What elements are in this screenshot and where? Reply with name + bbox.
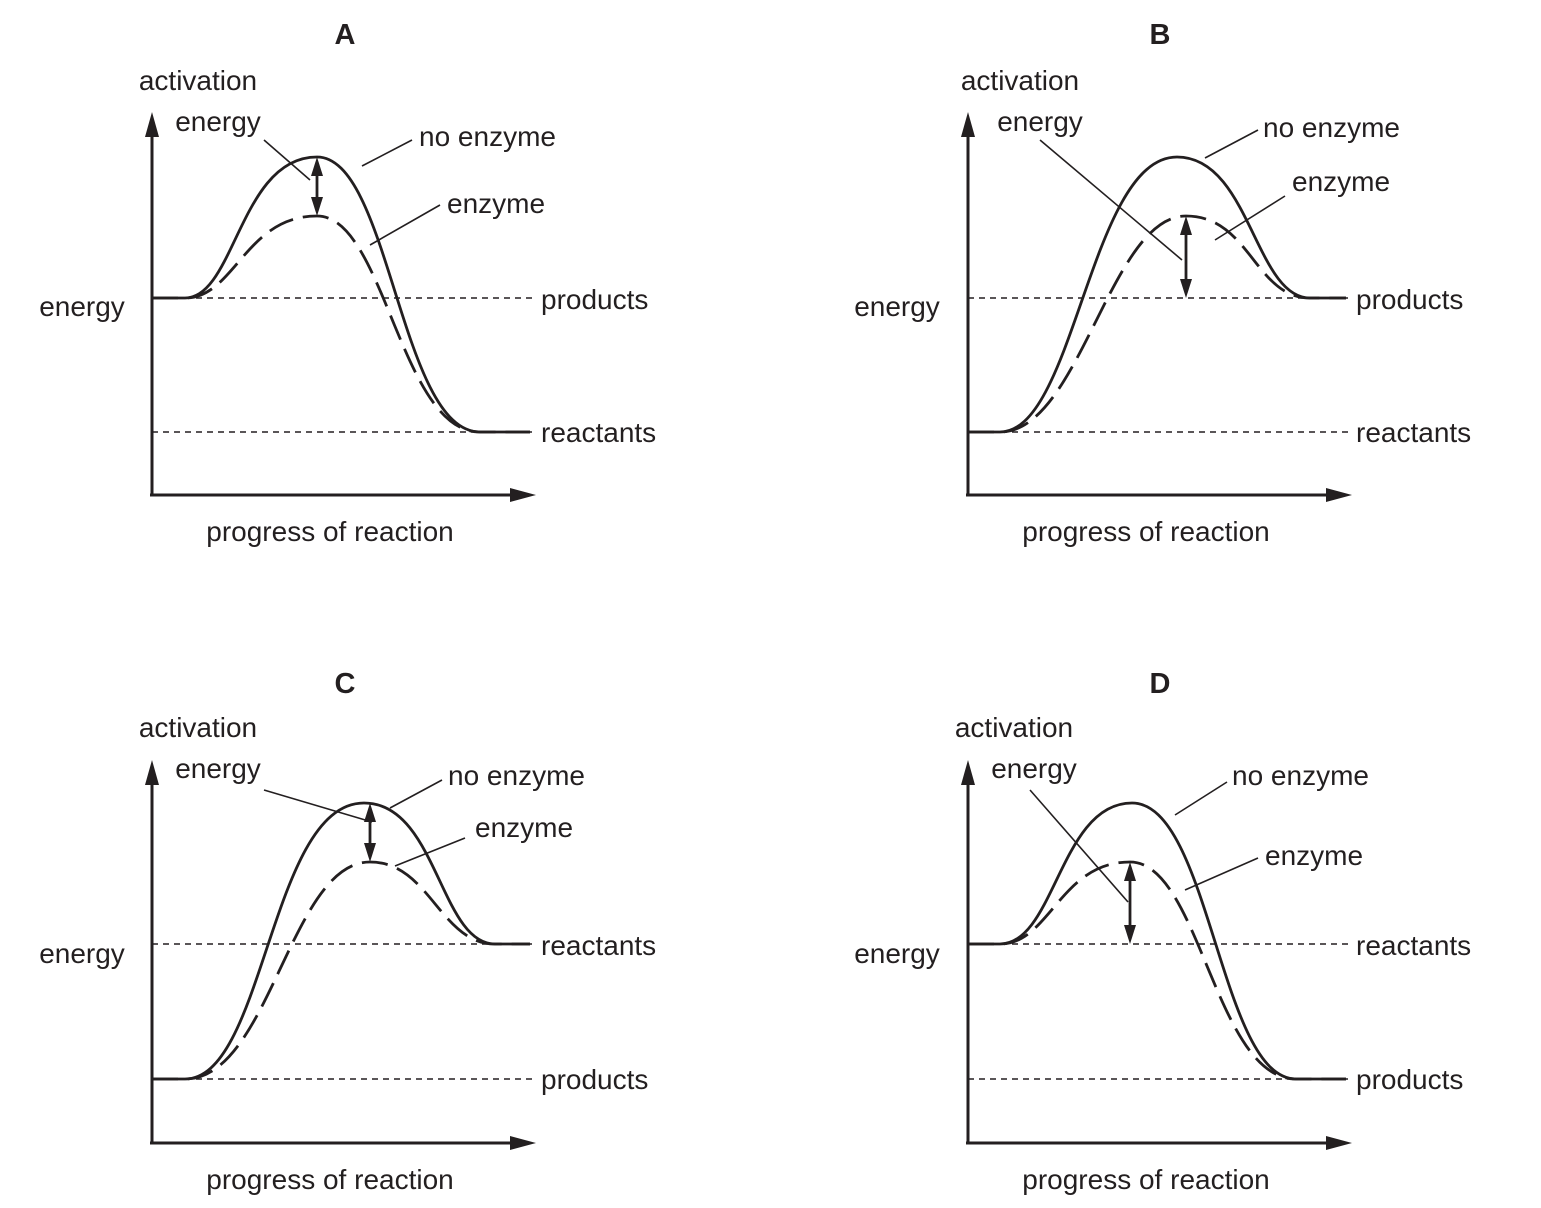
no-enzyme-curve <box>152 801 530 1081</box>
panel-d: D activation energy energy progress of r… <box>854 668 1471 1195</box>
activation-energy-label: energy <box>997 106 1083 137</box>
y-axis-arrowhead <box>145 112 159 137</box>
lower-level-label: products <box>541 1064 648 1095</box>
activation-energy-label: energy <box>991 753 1077 784</box>
enzyme-leader <box>1184 857 1259 891</box>
activation-energy-arrowhead-top <box>1180 216 1192 235</box>
enzyme-label: enzyme <box>447 188 545 219</box>
x-axis-label: progress of reaction <box>206 1164 453 1195</box>
enzyme-leader <box>394 837 466 867</box>
panel-letter: A <box>335 19 356 51</box>
x-axis-label: progress of reaction <box>1022 1164 1269 1195</box>
activation-energy-arrowhead-top <box>1124 862 1136 881</box>
activation-energy-label: energy <box>175 106 261 137</box>
y-axis-label-top: activation <box>961 65 1079 96</box>
x-axis-arrowhead <box>510 488 536 502</box>
enzyme-curve <box>968 214 1346 434</box>
panel-a: A activation energy energy progress of r… <box>39 19 656 547</box>
activation-energy-arrowhead-top <box>311 157 323 176</box>
activation-energy-arrowhead-bottom <box>1124 925 1136 944</box>
activation-energy-leader <box>1039 139 1183 261</box>
enzyme-curve <box>152 214 530 434</box>
activation-energy-leader <box>263 789 373 823</box>
x-axis-arrowhead <box>1326 488 1352 502</box>
y-axis-label-top: activation <box>139 712 257 743</box>
lower-level-label: products <box>1356 1064 1463 1095</box>
y-axis-arrowhead <box>961 760 975 785</box>
upper-level-label: products <box>1356 284 1463 315</box>
no-enzyme-label: no enzyme <box>1263 112 1400 143</box>
no-enzyme-curve <box>152 155 530 434</box>
y-axis-label: energy <box>854 291 940 322</box>
activation-energy-arrowhead-top <box>364 803 376 822</box>
upper-level-label: reactants <box>1356 930 1471 961</box>
enzyme-label: enzyme <box>1292 166 1390 197</box>
lower-level-label: reactants <box>1356 417 1471 448</box>
enzyme-label: enzyme <box>1265 840 1363 871</box>
no-enzyme-curve <box>968 801 1346 1081</box>
panel-letter: D <box>1150 668 1171 700</box>
no-enzyme-label: no enzyme <box>419 121 556 152</box>
y-axis-label: energy <box>854 938 940 969</box>
no-enzyme-label: no enzyme <box>1232 760 1369 791</box>
upper-level-label: reactants <box>541 930 656 961</box>
enzyme-leader <box>1214 195 1286 241</box>
x-axis-arrowhead <box>510 1136 536 1150</box>
upper-level-label: products <box>541 284 648 315</box>
x-axis-label: progress of reaction <box>1022 516 1269 547</box>
no-enzyme-label: no enzyme <box>448 760 585 791</box>
activation-energy-arrowhead-bottom <box>364 843 376 862</box>
x-axis-arrowhead <box>1326 1136 1352 1150</box>
no-enzyme-leader <box>1204 129 1259 159</box>
y-axis-label-top: activation <box>139 65 257 96</box>
no-enzyme-curve <box>968 155 1346 434</box>
y-axis-arrowhead <box>961 112 975 137</box>
enzyme-curve <box>968 860 1346 1081</box>
panel-b: B activation energy energy progress of r… <box>854 19 1471 547</box>
activation-energy-label: energy <box>175 753 261 784</box>
activation-energy-arrowhead-bottom <box>311 197 323 216</box>
activation-energy-leader <box>263 139 311 181</box>
enzyme-label: enzyme <box>475 812 573 843</box>
y-axis-label: energy <box>39 938 125 969</box>
x-axis-label: progress of reaction <box>206 516 453 547</box>
activation-energy-arrowhead-bottom <box>1180 279 1192 298</box>
no-enzyme-leader <box>1174 781 1228 816</box>
y-axis-label: energy <box>39 291 125 322</box>
panel-letter: C <box>335 668 356 700</box>
y-axis-label-top: activation <box>955 712 1073 743</box>
no-enzyme-leader <box>361 139 413 167</box>
panel-c: C activation energy energy progress of r… <box>39 668 656 1195</box>
panel-letter: B <box>1150 19 1171 51</box>
activation-energy-leader <box>1029 789 1129 903</box>
no-enzyme-leader <box>389 779 443 809</box>
lower-level-label: reactants <box>541 417 656 448</box>
enzyme-leader <box>369 204 441 246</box>
enzyme-curve <box>152 860 530 1081</box>
y-axis-arrowhead <box>145 760 159 785</box>
